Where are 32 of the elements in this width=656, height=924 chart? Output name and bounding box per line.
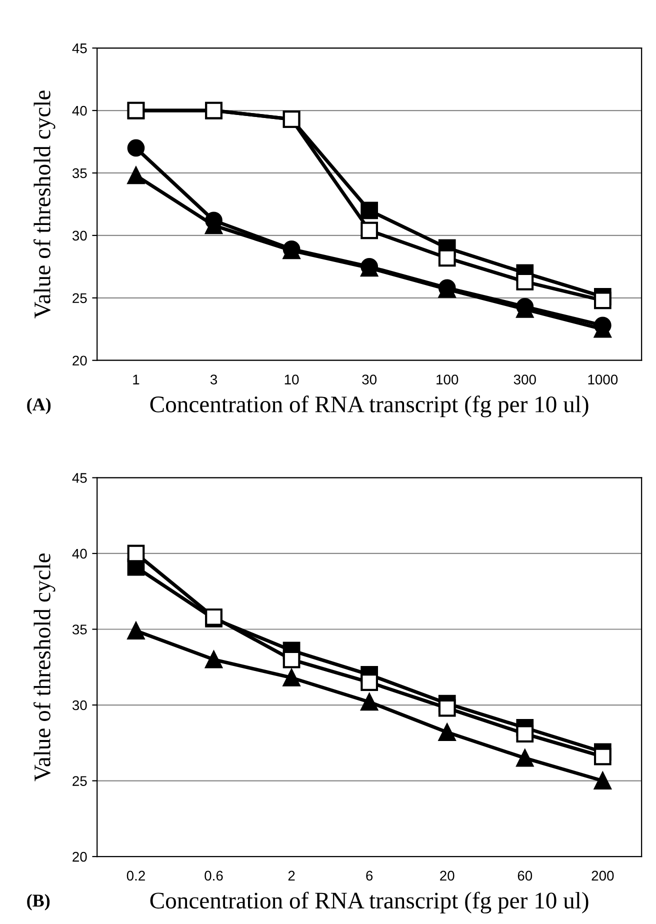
x-tick-label: 30 — [362, 374, 377, 384]
x-tick-label: 100 — [436, 374, 458, 384]
x-tick-label: 20 — [440, 870, 454, 881]
x-tick-label: 2 — [288, 870, 295, 880]
y-tick-label: 45 — [72, 44, 87, 54]
x-tick-label: 60 — [518, 870, 532, 881]
y-tick-label: 20 — [72, 356, 87, 366]
x-tick-label: 10 — [284, 374, 299, 384]
x-tick-label: 3 — [210, 374, 218, 384]
y-tick-label: 40 — [72, 548, 87, 559]
text: (B) — [27, 894, 50, 910]
y-tick-label: 45 — [72, 473, 87, 483]
y-tick-label: 35 — [72, 624, 87, 634]
y-tick-label: 35 — [72, 168, 87, 178]
x-tick-label: 300 — [514, 374, 536, 384]
y-tick-label: 30 — [72, 700, 87, 710]
x-axis-title: Concentration of RNA transcript (fg per 10 ul) — [150, 396, 588, 418]
y-tick-label: 25 — [72, 293, 87, 304]
y-tick-label: 40 — [72, 106, 87, 116]
x-tick-label: 0.6 — [204, 870, 223, 881]
x-tick-label: 1000 — [588, 374, 618, 384]
y-tick-label: 25 — [72, 776, 87, 786]
y-axis-title: Value of threshold cycle — [34, 90, 56, 318]
text: (A) — [27, 398, 51, 414]
x-axis-title: Concentration of RNA transcript (fg per 10 ul) — [150, 892, 588, 914]
y-axis-title: Value of threshold cycle — [34, 554, 56, 782]
y-tick-label: 20 — [72, 852, 87, 862]
y-tick-label: 30 — [72, 230, 87, 241]
x-tick-label: 1 — [133, 374, 140, 384]
x-tick-label: 0.2 — [126, 870, 145, 881]
x-tick-label: 200 — [592, 870, 614, 881]
x-tick-label: 6 — [366, 870, 373, 881]
